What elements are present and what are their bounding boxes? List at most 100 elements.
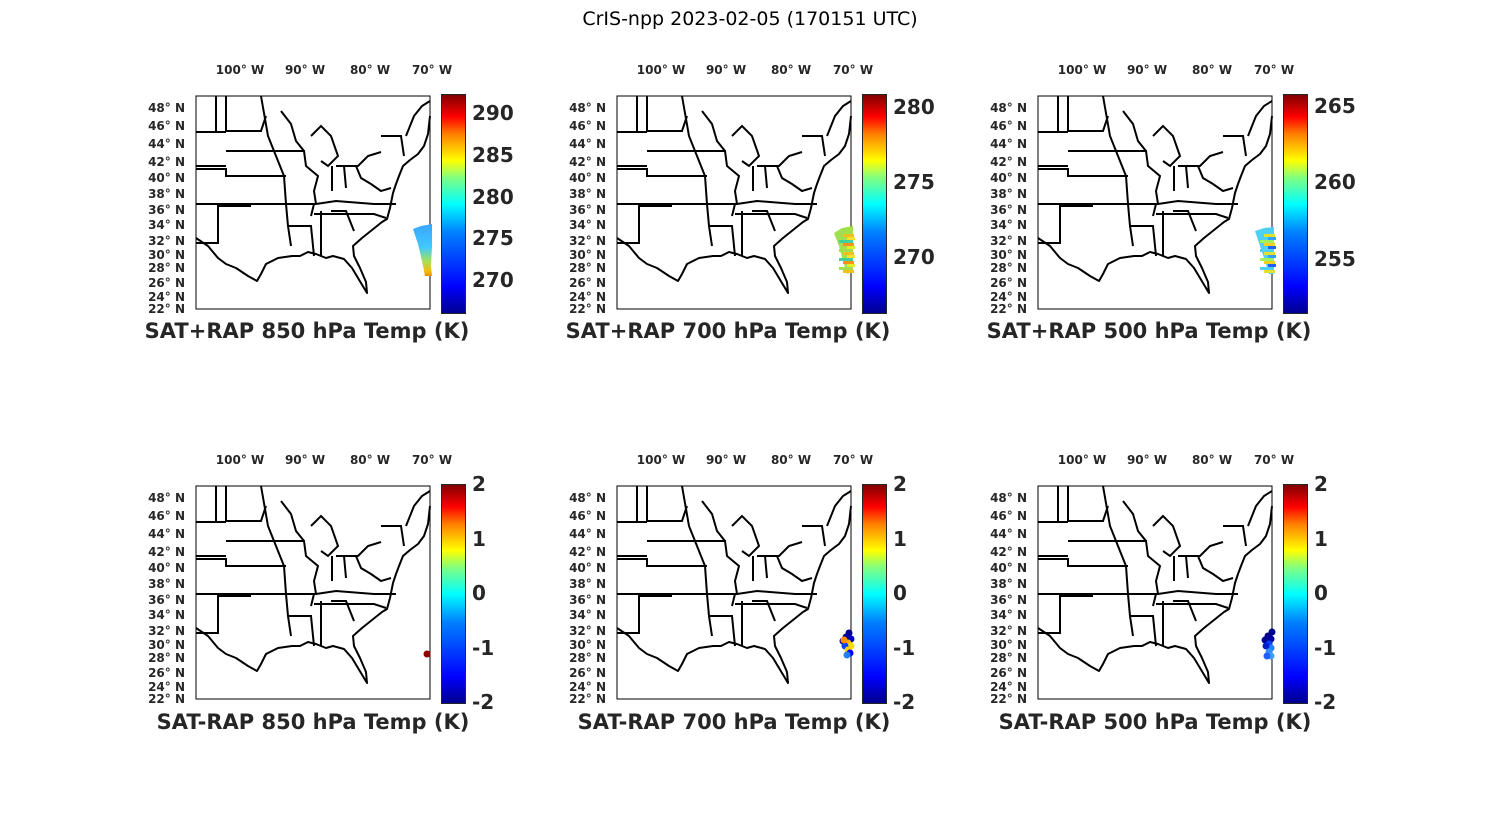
swath-pixel bbox=[1264, 234, 1275, 237]
longitude-tick-label: 100° W bbox=[636, 453, 686, 467]
swath-pixel bbox=[839, 258, 853, 261]
coastline bbox=[195, 505, 431, 684]
latitude-tick-label: 22° N bbox=[148, 692, 185, 706]
longitude-tick-label: 80° W bbox=[349, 63, 391, 77]
colorbar-tick-label: 270 bbox=[893, 244, 935, 269]
latitude-tick-label: 28° N bbox=[148, 651, 185, 665]
state-boundaries bbox=[701, 500, 813, 583]
latitude-tick-label: 32° N bbox=[569, 624, 606, 638]
colorbar-tick-label: 270 bbox=[472, 268, 514, 293]
latitude-tick-label: 38° N bbox=[569, 577, 606, 591]
swath-pixel bbox=[847, 255, 855, 258]
latitude-tick-label: 30° N bbox=[990, 248, 1027, 262]
state-boundaries bbox=[1038, 96, 1069, 205]
colorbar-tick-label: -2 bbox=[1314, 690, 1337, 714]
latitude-tick-label: 28° N bbox=[148, 261, 185, 275]
latitude-tick-label: 44° N bbox=[990, 527, 1027, 541]
colorbar-tick-label: 2 bbox=[472, 472, 486, 496]
swath-pixel bbox=[839, 240, 853, 243]
longitude-tick-label: 70° W bbox=[1253, 453, 1295, 467]
latitude-tick-label: 26° N bbox=[569, 666, 606, 680]
latitude-tick-label: 34° N bbox=[148, 218, 185, 232]
figure-title: CrIS-npp 2023-02-05 (170151 UTC) bbox=[582, 8, 918, 30]
latitude-tick-label: 28° N bbox=[990, 261, 1027, 275]
latitude-tick-label: 24° N bbox=[569, 680, 606, 694]
latitude-tick-label: 24° N bbox=[990, 680, 1027, 694]
colorbar-tick-label: 1 bbox=[1314, 526, 1328, 551]
latitude-tick-label: 40° N bbox=[148, 171, 185, 185]
panel-title: SAT-RAP 500 hPa Temp (K) bbox=[998, 710, 1312, 734]
longitude-tick-label: 100° W bbox=[215, 453, 265, 467]
state-boundaries bbox=[260, 485, 396, 637]
swath-pixel bbox=[843, 270, 854, 273]
longitude-tick-label: 90° W bbox=[1126, 453, 1168, 467]
swath-pixel bbox=[843, 243, 854, 246]
colorbar-tick-label: -2 bbox=[472, 690, 495, 714]
state-boundaries bbox=[381, 100, 431, 157]
latitude-tick-label: 40° N bbox=[148, 561, 185, 575]
panel-title: SAT-RAP 700 hPa Temp (K) bbox=[577, 710, 891, 734]
swath-pixel bbox=[843, 234, 854, 237]
latitude-tick-label: 28° N bbox=[990, 651, 1027, 665]
latitude-tick-label: 38° N bbox=[148, 187, 185, 201]
latitude-tick-label: 24° N bbox=[148, 290, 185, 304]
state-boundaries bbox=[1116, 540, 1229, 647]
latitude-tick-label: 34° N bbox=[569, 608, 606, 622]
map-panel: 100° W 90° W 80° W 70° W 48° N 46° N 44° N 42° … bbox=[421, 0, 935, 343]
latitude-tick-label: 26° N bbox=[990, 276, 1027, 290]
state-boundaries bbox=[1223, 100, 1273, 157]
coastline bbox=[1037, 115, 1273, 294]
latitude-tick-label: 22° N bbox=[990, 302, 1027, 316]
latitude-tick-label: 42° N bbox=[148, 155, 185, 169]
coastline bbox=[616, 505, 852, 684]
swath-observation-point bbox=[840, 636, 848, 644]
latitude-tick-label: 36° N bbox=[990, 203, 1027, 217]
latitude-tick-label: 46° N bbox=[148, 509, 185, 523]
coastline bbox=[1037, 505, 1273, 684]
latitude-tick-label: 46° N bbox=[569, 119, 606, 133]
swath-pixel bbox=[1260, 258, 1274, 261]
latitude-tick-label: 34° N bbox=[990, 608, 1027, 622]
latitude-tick-label: 26° N bbox=[148, 666, 185, 680]
swath-pixel bbox=[847, 264, 855, 267]
latitude-tick-label: 28° N bbox=[569, 651, 606, 665]
longitude-tick-label: 90° W bbox=[705, 453, 747, 467]
latitude-tick-label: 48° N bbox=[148, 491, 185, 505]
state-boundaries bbox=[616, 95, 852, 310]
latitude-tick-label: 30° N bbox=[990, 638, 1027, 652]
map-axes bbox=[195, 95, 432, 310]
map-panel: 100° W 90° W 80° W 70° W 48° N 46° N 44° N 42° … bbox=[421, 390, 915, 734]
coastline bbox=[195, 115, 431, 294]
swath-pixel bbox=[847, 237, 855, 240]
latitude-tick-label: 36° N bbox=[148, 593, 185, 607]
colorbar-tick-label: 0 bbox=[1314, 581, 1328, 605]
longitude-tick-label: 80° W bbox=[349, 453, 391, 467]
colorbar bbox=[1283, 94, 1308, 314]
colorbar-tick-label: 1 bbox=[472, 526, 486, 551]
state-boundaries bbox=[1122, 500, 1234, 583]
state-boundaries bbox=[280, 500, 392, 583]
colorbar-tick-label: 280 bbox=[893, 95, 935, 120]
longitude-tick-label: 80° W bbox=[1191, 63, 1233, 77]
colorbar-tick-label: 290 bbox=[472, 101, 514, 126]
swath-observation-point bbox=[843, 651, 851, 659]
swath-pixel bbox=[1260, 267, 1274, 270]
map-axes bbox=[1037, 485, 1276, 700]
state-boundaries bbox=[274, 540, 387, 647]
coastline bbox=[616, 115, 852, 294]
state-boundaries bbox=[681, 485, 817, 637]
latitude-tick-label: 42° N bbox=[569, 155, 606, 169]
latitude-tick-label: 48° N bbox=[990, 491, 1027, 505]
map-axes bbox=[616, 485, 855, 700]
colorbar bbox=[441, 484, 466, 704]
latitude-tick-label: 24° N bbox=[569, 290, 606, 304]
colorbar bbox=[1283, 484, 1308, 704]
latitude-tick-label: 22° N bbox=[569, 692, 606, 706]
state-boundaries bbox=[701, 110, 813, 193]
map-panel: 100° W 90° W 80° W 70° W 48° N 46° N 44° N 42° … bbox=[842, 390, 1336, 734]
colorbar bbox=[862, 484, 887, 704]
swath-pixel bbox=[1264, 252, 1275, 255]
swath-pixel bbox=[847, 246, 855, 249]
latitude-tick-label: 48° N bbox=[569, 101, 606, 115]
